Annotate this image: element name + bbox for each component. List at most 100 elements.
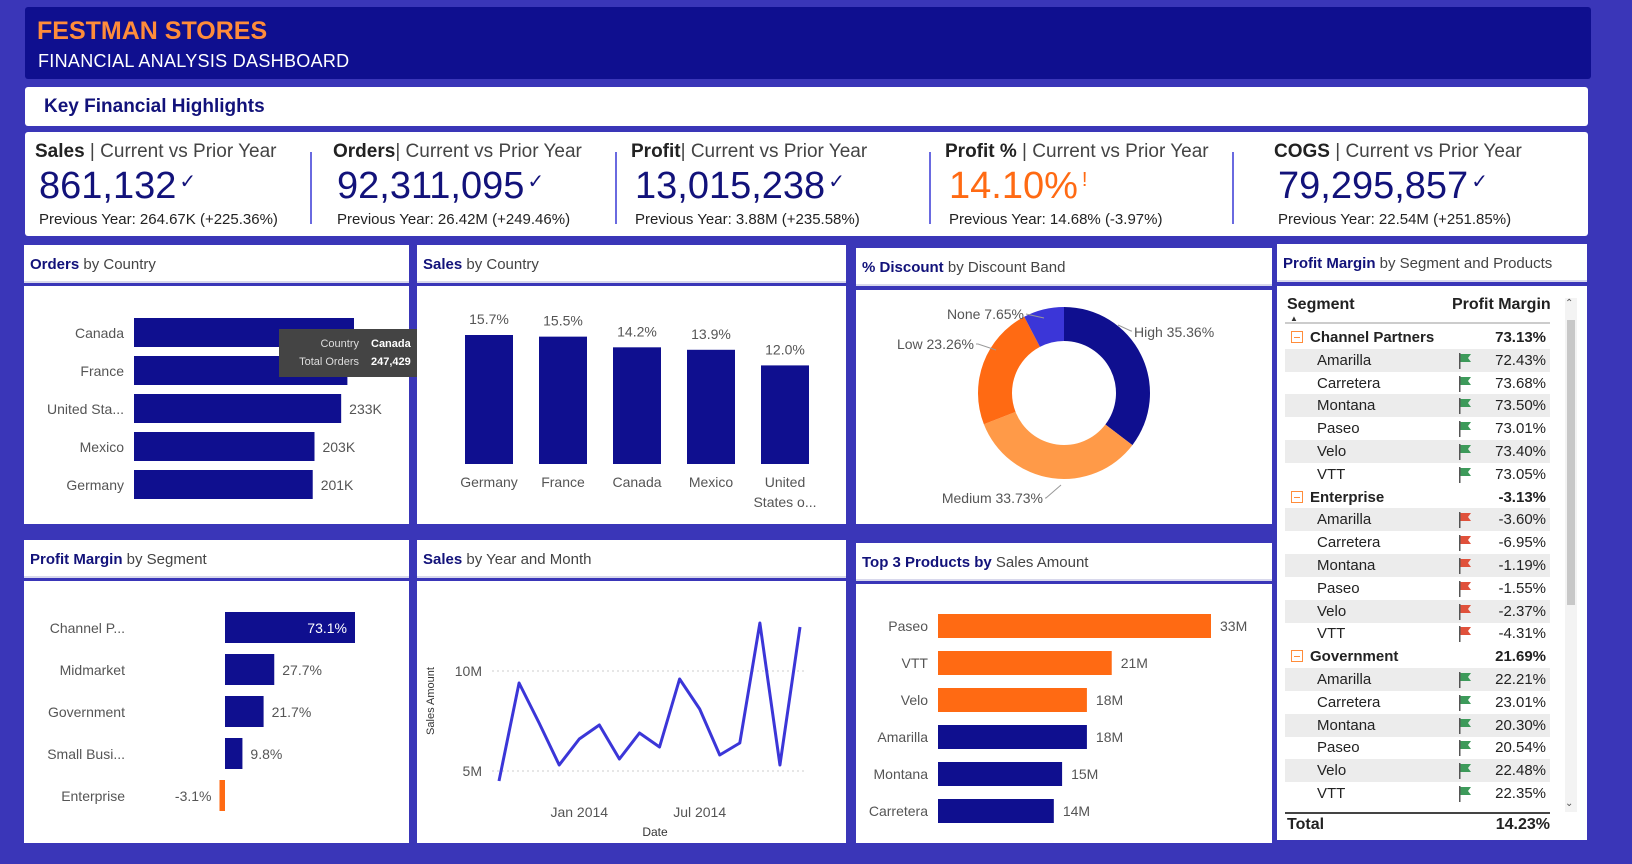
slice-high[interactable] bbox=[1064, 307, 1150, 446]
bar-germany[interactable] bbox=[465, 335, 513, 464]
slice-medium[interactable] bbox=[983, 411, 1133, 479]
table-group-row[interactable]: Channel Partners 73.13% bbox=[1285, 326, 1550, 349]
scroll-down-icon[interactable]: ⌄ bbox=[1565, 798, 1574, 809]
bar-united-sta-[interactable] bbox=[134, 394, 342, 423]
bar-paseo[interactable] bbox=[938, 614, 1211, 638]
bar-small-busi-[interactable] bbox=[225, 738, 243, 769]
red-flag-icon bbox=[1459, 626, 1471, 643]
row-name: VTT bbox=[1317, 785, 1346, 802]
x-axis-label: Date bbox=[642, 825, 668, 839]
bar-canada[interactable] bbox=[613, 347, 661, 464]
collapse-icon[interactable] bbox=[1291, 490, 1303, 503]
table-row[interactable]: Amarilla -3.60% bbox=[1285, 508, 1550, 532]
bar-germany[interactable] bbox=[134, 470, 313, 499]
table-row[interactable]: Amarilla 72.43% bbox=[1285, 348, 1550, 372]
table-row[interactable]: VTT 73.05% bbox=[1285, 463, 1550, 486]
bar-france[interactable] bbox=[539, 336, 587, 464]
bar-government[interactable] bbox=[225, 696, 264, 727]
table-row[interactable]: Paseo 20.54% bbox=[1285, 736, 1550, 759]
series-line[interactable] bbox=[497, 621, 802, 782]
kpi-title: Profit| Current vs Prior Year bbox=[631, 141, 868, 162]
table-row[interactable]: Carretera -6.95% bbox=[1285, 531, 1550, 554]
table-row[interactable]: Amarilla 22.21% bbox=[1285, 668, 1550, 691]
bar-united-states-o-[interactable] bbox=[761, 365, 809, 464]
bar-midmarket[interactable] bbox=[225, 654, 275, 685]
table-row[interactable]: Velo 22.48% bbox=[1285, 759, 1550, 783]
bar-carretera[interactable] bbox=[938, 799, 1054, 823]
row-value: -2.37% bbox=[1498, 602, 1546, 620]
column-header-profit-margin[interactable]: Profit Margin bbox=[1452, 296, 1551, 313]
slice-low[interactable] bbox=[978, 316, 1040, 425]
row-name: Velo bbox=[1317, 762, 1347, 780]
kpi-value: 861,132 ✓ bbox=[39, 165, 197, 207]
data-label: 233K bbox=[349, 401, 382, 417]
table-row[interactable]: Carretera 23.01% bbox=[1285, 691, 1550, 714]
bar-velo[interactable] bbox=[938, 688, 1087, 712]
table-row[interactable]: Montana 20.30% bbox=[1285, 713, 1550, 737]
kpi-previous: Previous Year: 14.68% (-3.97%) bbox=[949, 211, 1163, 228]
table-row[interactable]: Montana -1.19% bbox=[1285, 554, 1550, 577]
slice-label: Low 23.26% bbox=[897, 336, 974, 352]
leader-line bbox=[1045, 484, 1062, 499]
table-row[interactable]: VTT 22.35% bbox=[1285, 782, 1550, 805]
data-label: 18M bbox=[1096, 729, 1123, 745]
green-flag-icon bbox=[1459, 672, 1471, 688]
sales-year-month-chart: 5M 10M Jan 2014 Jul 2014 Date Sales Amount bbox=[417, 581, 846, 843]
check-icon: ✓ bbox=[1471, 171, 1488, 193]
table-scrollbar[interactable]: ⌃ ⌄ bbox=[1565, 298, 1577, 812]
scrollbar-thumb[interactable] bbox=[1567, 320, 1575, 605]
column-header-segment[interactable]: Segment bbox=[1287, 296, 1355, 313]
kpi-value: 79,295,857 ✓ bbox=[1278, 165, 1488, 207]
leader-line bbox=[1117, 324, 1132, 332]
sales-by-country-title: Sales by Country bbox=[417, 245, 846, 283]
row-value: 21.69% bbox=[1495, 648, 1546, 666]
orders-by-country-chart: Canada France United Sta... 233K Mexico 203K G… bbox=[24, 286, 431, 524]
table-row[interactable]: Velo -2.37% bbox=[1285, 599, 1550, 623]
category-label: Canada bbox=[612, 474, 661, 490]
row-value: -4.31% bbox=[1498, 625, 1546, 643]
header-divider bbox=[1285, 322, 1550, 324]
scroll-up-icon[interactable]: ⌃ bbox=[1565, 298, 1574, 309]
bar-montana[interactable] bbox=[938, 762, 1063, 786]
data-label: 27.7% bbox=[282, 662, 322, 678]
check-icon: ✓ bbox=[179, 171, 197, 193]
bar-amarilla[interactable] bbox=[938, 725, 1087, 749]
bar-mexico[interactable] bbox=[134, 432, 315, 461]
row-name: Channel Partners bbox=[1310, 329, 1435, 346]
category-label: France bbox=[80, 363, 124, 379]
table-row[interactable]: VTT -4.31% bbox=[1285, 622, 1550, 645]
chart-tooltip: Country Canada Total Orders 247,429 bbox=[279, 329, 431, 377]
pm-segment-chart: Channel P... 73.1% Midmarket 27.7% Governmen… bbox=[24, 581, 409, 843]
highlights-bar: Key Financial Highlights bbox=[25, 87, 1588, 126]
sales-year-month-title: Sales by Year and Month bbox=[417, 540, 846, 578]
bar-channel-p-[interactable] bbox=[225, 612, 355, 643]
bar-mexico[interactable] bbox=[687, 349, 735, 464]
sort-arrow-icon[interactable]: ▲ bbox=[1290, 314, 1298, 323]
table-group-row[interactable]: Government 21.69% bbox=[1285, 645, 1550, 668]
dashboard-header: FESTMAN STORES FINANCIAL ANALYSIS DASHBO… bbox=[25, 7, 1591, 79]
data-label: 73.1% bbox=[307, 620, 347, 636]
collapse-icon[interactable] bbox=[1291, 331, 1303, 343]
slice-none[interactable] bbox=[1024, 307, 1064, 347]
table-row[interactable]: Paseo -1.55% bbox=[1285, 577, 1550, 600]
data-label: 15.7% bbox=[469, 311, 509, 327]
table-row[interactable]: Carretera 73.68% bbox=[1285, 372, 1550, 395]
data-label: 203K bbox=[322, 439, 355, 455]
data-label: 15M bbox=[1071, 766, 1098, 782]
table-group-row[interactable]: Enterprise -3.13% bbox=[1285, 486, 1550, 509]
row-name: Enterprise bbox=[1310, 488, 1385, 506]
green-flag-icon bbox=[1459, 694, 1471, 711]
table-row[interactable]: Velo 73.40% bbox=[1285, 440, 1550, 463]
row-name: Velo bbox=[1317, 443, 1347, 460]
collapse-icon[interactable] bbox=[1291, 650, 1303, 663]
category-label: Mexico bbox=[689, 474, 734, 490]
bar-enterprise[interactable] bbox=[219, 780, 225, 811]
bar-vtt[interactable] bbox=[938, 651, 1112, 675]
chart-svg: Paseo 33M VTT 21M Velo 18M Amarilla 18M Montana 1… bbox=[869, 614, 1247, 823]
x-tick-label: Jul 2014 bbox=[673, 804, 726, 820]
table-row[interactable]: Paseo 73.01% bbox=[1285, 417, 1550, 440]
chart-svg: Canada France United Sta... 233K Mexico 203K G… bbox=[47, 318, 383, 499]
chart-svg: Channel P... 73.1% Midmarket 27.7% Governmen… bbox=[47, 612, 355, 811]
kpi-previous: Previous Year: 26.42M (+249.46%) bbox=[337, 211, 571, 228]
table-row[interactable]: Montana 73.50% bbox=[1285, 394, 1550, 418]
